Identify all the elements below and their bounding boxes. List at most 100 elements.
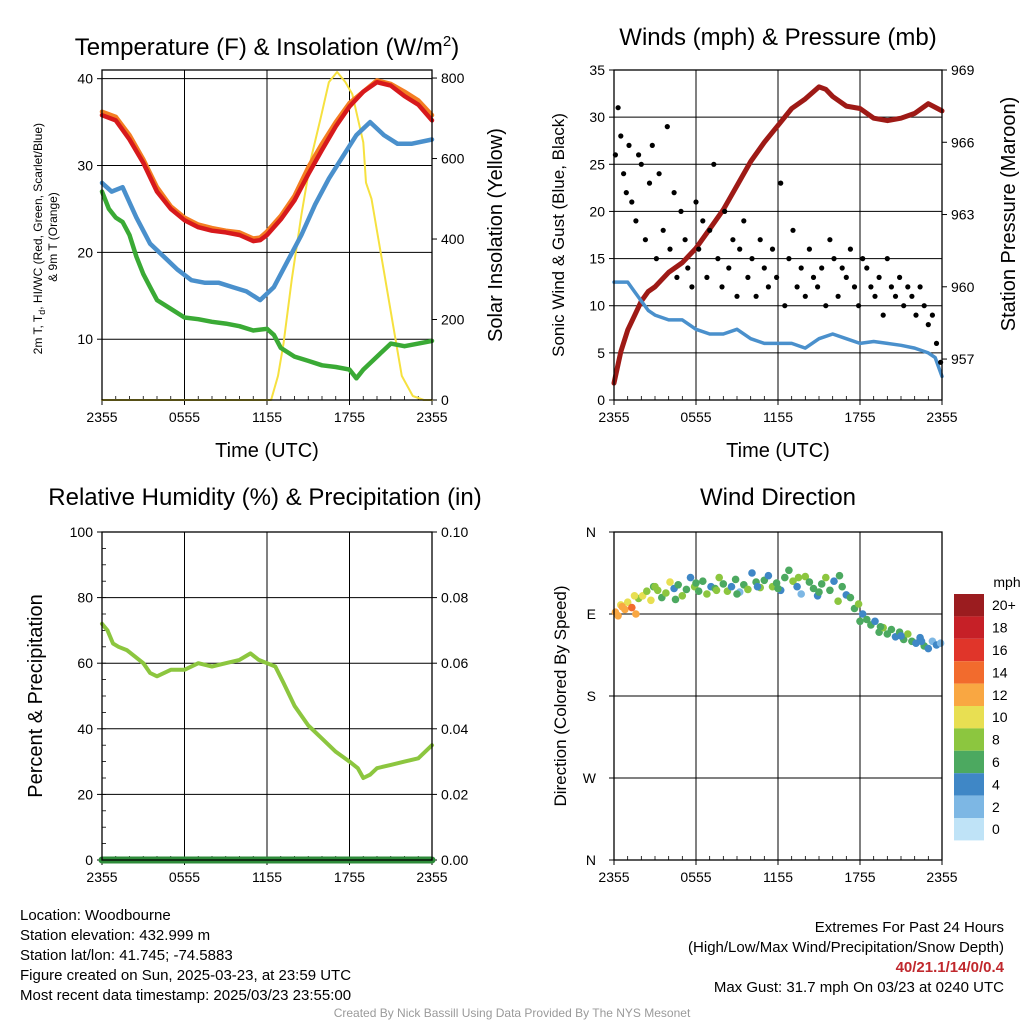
direction-point [854,600,863,608]
gust-point [794,284,800,290]
direction-point [904,630,912,638]
x-tick-label: 0555 [680,409,711,425]
legend-label: 6 [992,754,1000,770]
direction-point [643,587,651,595]
direction-point [692,579,700,587]
footer-credit: Created By Nick Bassill Using Data Provi… [333,1006,691,1020]
direction-point [815,588,823,596]
gust-point [851,284,858,290]
gust-point [741,218,747,224]
direction-point [748,569,756,577]
legend-label: 18 [992,620,1008,636]
gust-point [774,274,780,280]
direction-point [797,590,805,598]
extremes-values: 40/21.1/14/0/0.4 [895,959,1004,976]
precip-y-tick-label: 0.06 [441,655,468,671]
direction-point [917,637,926,646]
wind-y-tick-label: 10 [589,298,605,314]
gust-point [798,265,804,271]
gust-point [626,142,632,148]
gust-point [660,227,666,233]
direction-point [651,582,659,591]
direction-point [662,589,670,597]
direction-point [671,595,680,604]
legend-swatch [954,773,984,796]
humidity-y-tick-label: 40 [77,721,93,737]
series-line-sonic-wind [612,280,944,379]
direction-point [781,573,789,582]
gust-point [753,293,759,299]
gust-point [786,256,792,262]
winds-chart-title: Winds (mph) & Pressure (mb) [619,24,936,51]
direction-point [826,586,834,595]
legend-label: 8 [992,732,1000,748]
direction-point [774,584,782,593]
temperature-y-tick-label: 40 [77,71,93,87]
gust-point [696,246,702,252]
wind-y-tick-label: 5 [597,345,605,361]
direction-y-tick-label: N [586,852,596,868]
temperature-x-axis-label: Time (UTC) [215,440,319,462]
legend-label: 16 [992,642,1008,658]
gust-point [929,312,936,318]
direction-point [871,617,879,626]
figure-created: Figure created on Sun, 2025-03-23, at 23… [20,967,352,984]
wind-speed-axis-label: Sonic Wind & Gust (Blue, Black) [549,113,568,357]
wind-y-tick-label: 0 [597,392,605,408]
station-info: Location: Woodbourne Station elevation: … [20,906,351,1006]
speed-legend-title: mph [993,574,1020,590]
humidity-y-tick-label: 20 [77,786,93,802]
direction-point [789,577,797,585]
direction-point [719,580,728,588]
x-tick-label: 1155 [763,869,793,885]
direction-point [630,592,639,600]
direction-point [715,573,723,582]
gust-point [621,171,627,177]
x-tick-label: 2355 [86,869,117,885]
direction-point [834,597,842,605]
gust-point [730,237,736,243]
direction-point [674,581,682,589]
x-tick-label: 0555 [680,869,711,885]
gust-point [711,161,717,167]
gust-point [925,322,931,328]
gust-point [823,303,829,309]
precip-y-tick-label: 0.08 [441,590,468,606]
gust-point [615,105,621,111]
wind-y-tick-label: 20 [589,203,605,219]
legend-swatch [954,818,984,841]
direction-point [623,598,632,606]
gust-point [737,246,743,252]
gust-point [700,218,706,224]
extremes-heading: Extremes For Past 24 Hours [814,919,1004,936]
direction-y-tick-label: E [587,606,596,622]
legend-label: 4 [992,776,1000,792]
x-tick-label: 2355 [86,409,117,425]
gust-point [880,312,886,318]
gust-point [769,246,776,252]
direction-point [632,610,640,618]
extremes-block: Extremes For Past 24 Hours (High/Low/Max… [688,918,1004,998]
direction-point [744,585,752,594]
direction-y-tick-label: N [586,524,596,540]
gust-point [790,227,796,233]
temperature-y-axis-label: 2m T, Td, HI/WC (Red, Green, Scarlet/Blu… [31,120,60,355]
gust-point [778,180,784,186]
precip-y-tick-label: 0.04 [441,721,468,737]
humidity-y-tick-label: 60 [77,655,93,671]
pressure-y-tick-label: 960 [951,279,975,295]
direction-point [682,585,691,594]
humidity-y-tick-label: 0 [85,852,93,868]
gust-point [636,152,642,158]
gust-point [678,208,684,214]
direction-point [835,571,844,580]
legend-swatch [954,706,984,729]
wind-direction-chart-title: Wind Direction [700,484,856,511]
pressure-y-tick-label: 963 [951,207,975,223]
gust-point [693,199,699,205]
direction-point [618,602,626,611]
legend-swatch [954,683,984,706]
gust-point [618,133,624,139]
direction-point [809,584,818,593]
